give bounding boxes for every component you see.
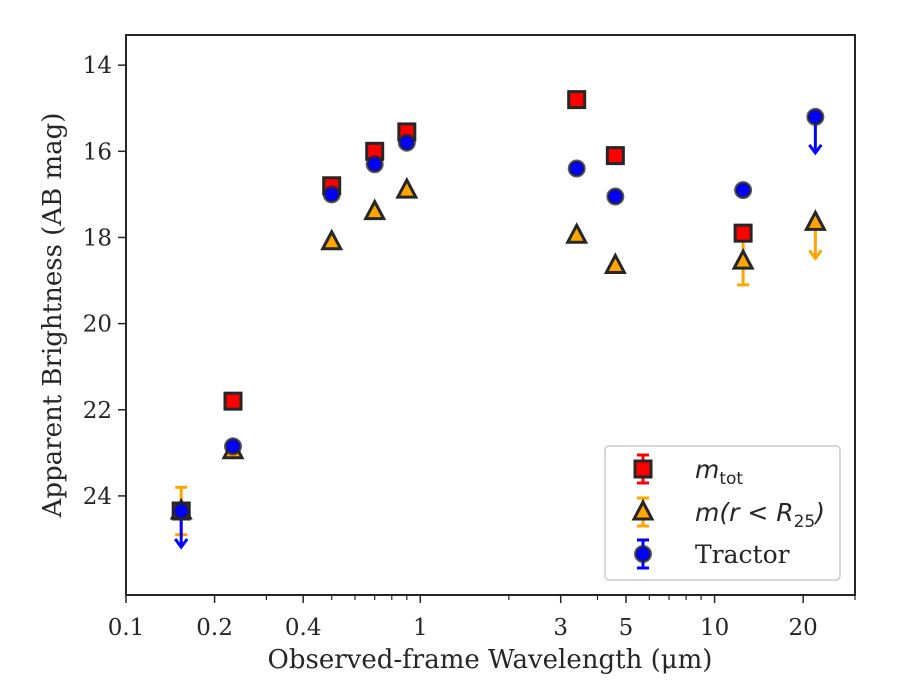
x-tick-label: 1: [413, 615, 428, 641]
circle-point: [397, 133, 416, 152]
x-tick-label: 3: [553, 615, 568, 641]
x-tick-label: 0.1: [108, 615, 145, 641]
plot-frame: [125, 34, 856, 596]
y-tick-label: 16: [83, 139, 112, 165]
y-tick-label: 22: [83, 398, 112, 424]
circle-point: [172, 502, 191, 520]
square-point: [605, 146, 625, 166]
square-point: [733, 223, 753, 243]
circle-point: [806, 107, 825, 126]
circle-point: [365, 155, 384, 174]
legend-circle-marker: [634, 545, 652, 563]
triangle-point: [731, 247, 755, 270]
triangle-point: [803, 209, 827, 231]
legend-label-tractor: Tractor: [695, 540, 790, 569]
x-tick-label: 20: [789, 615, 818, 641]
upper-limit-head: [808, 249, 823, 261]
square-point: [567, 90, 587, 110]
triangle-point: [565, 222, 589, 244]
upper-limit-head: [808, 143, 823, 156]
tick-labels: 0.1 0.2 0.4 1 3 5 10 20 14 16 18 20 22 24: [83, 53, 818, 641]
square-point: [223, 391, 243, 411]
circle-point: [606, 187, 625, 206]
legend-markers: [631, 453, 655, 570]
data-layer: [169, 90, 827, 550]
legend-label-mtot: mtot: [695, 455, 743, 489]
x-tick-label: 0.2: [196, 615, 233, 641]
legend: mtot m(r < R25) Tractor: [604, 445, 841, 581]
circle-point: [567, 159, 586, 178]
y-tick-label: 14: [83, 53, 112, 79]
circle-point: [322, 185, 341, 204]
legend-box: [604, 445, 841, 581]
triangle-point: [320, 228, 344, 251]
circle-point: [224, 437, 243, 456]
legend-triangle-marker: [631, 498, 655, 521]
circle-point: [734, 181, 753, 200]
x-axis-label: Observed-frame Wavelength (μm): [268, 645, 713, 675]
y-tick-label: 24: [83, 484, 112, 510]
y-tick-label: 18: [83, 225, 112, 251]
legend-label-mr25: m(r < R25): [695, 498, 825, 532]
upper-limit-head: [173, 538, 189, 550]
triangle-point: [395, 176, 419, 199]
x-tick-label: 0.4: [285, 615, 322, 641]
legend-square-marker: [633, 459, 653, 479]
y-axis-label: Apparent Brightness (AB mag): [38, 113, 68, 519]
triangle-point: [603, 252, 627, 274]
y-tick-label: 20: [83, 312, 112, 338]
x-tick-label: 10: [700, 615, 729, 641]
x-tick-label: 5: [619, 615, 634, 641]
triangle-point: [363, 198, 387, 221]
